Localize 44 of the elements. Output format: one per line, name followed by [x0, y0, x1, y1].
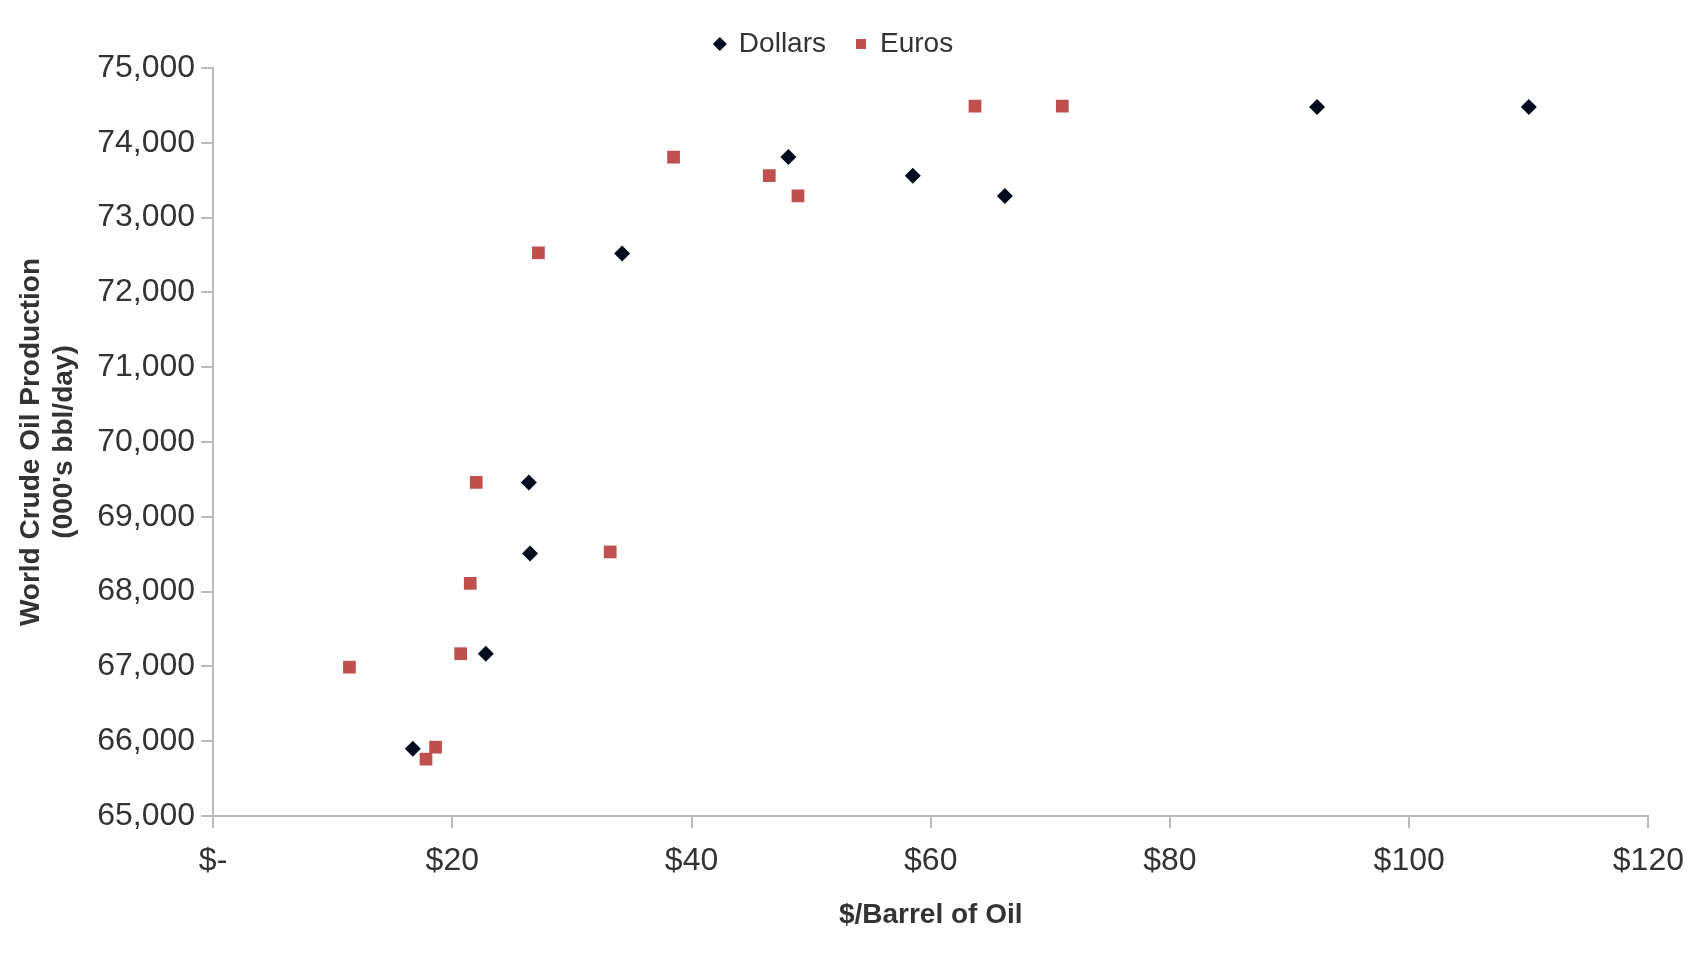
point: [1520, 98, 1537, 115]
legend-label: Dollars: [738, 26, 826, 58]
y-tick-label: 66,000: [97, 721, 196, 758]
y-tick-label: 65,000: [97, 795, 196, 832]
point: [463, 577, 477, 590]
point: [520, 474, 537, 491]
y-tick-label: 75,000: [97, 47, 196, 84]
y-tick-label: 69,000: [97, 496, 196, 533]
y-tick-label: 73,000: [97, 197, 196, 234]
point: [429, 740, 442, 754]
point: [477, 645, 494, 662]
x-axis-title: $/Barrel of Oil: [838, 897, 1023, 929]
point: [996, 187, 1013, 204]
legend-label: Euros: [879, 26, 954, 58]
point: [614, 245, 631, 262]
point: [780, 149, 797, 166]
y-axis-title: World Crude Oil Production (000's bbl/day): [13, 257, 79, 627]
point: [419, 752, 433, 766]
point: [968, 99, 982, 113]
point: [667, 150, 680, 164]
point: [1309, 98, 1326, 115]
x-tick-label: $100: [1373, 841, 1445, 878]
point: [454, 647, 468, 661]
x-tick-label: $120: [1612, 841, 1684, 878]
point: [343, 660, 356, 674]
y-tick-label: 67,000: [97, 646, 196, 683]
y-tick-label: 71,000: [97, 347, 196, 384]
point: [1055, 99, 1069, 113]
y-tick-label: 74,000: [97, 122, 196, 159]
point: [469, 476, 483, 489]
point: [522, 545, 539, 562]
x-tick-label: $60: [904, 841, 958, 878]
point: [603, 545, 617, 559]
y-tick-label: 70,000: [97, 421, 196, 458]
x-tick-label: $80: [1143, 841, 1197, 878]
y-tick-label: 72,000: [97, 272, 196, 309]
point: [904, 167, 921, 184]
x-tick-label: $20: [425, 841, 479, 878]
point: [404, 740, 421, 757]
point: [532, 246, 545, 260]
x-tick-label: $-: [198, 841, 228, 878]
y-tick-label: 68,000: [97, 571, 196, 608]
point: [762, 169, 776, 183]
x-tick-label: $40: [664, 841, 719, 878]
